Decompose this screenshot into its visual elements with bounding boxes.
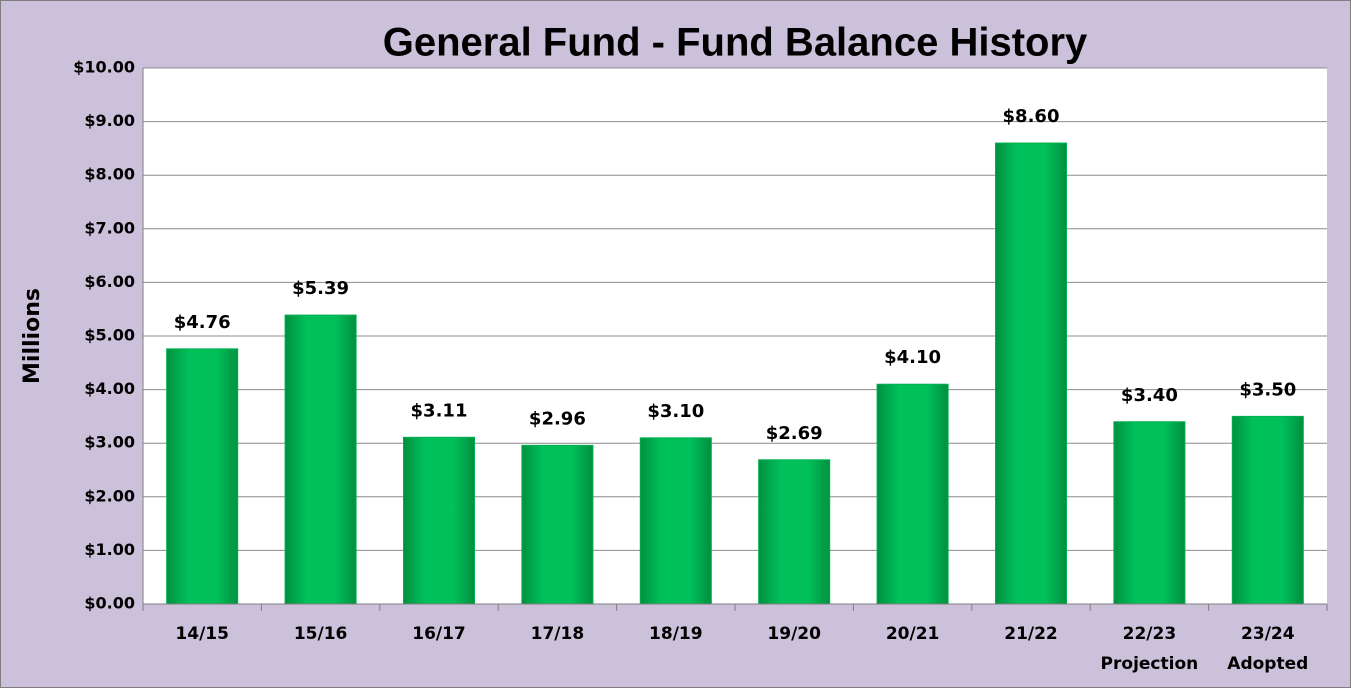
x-tick-label: 15/16 bbox=[294, 624, 348, 644]
bar bbox=[1231, 415, 1304, 605]
y-tick-label: $8.00 bbox=[84, 165, 135, 184]
data-label: $3.10 bbox=[647, 401, 704, 422]
y-tick-label: $10.00 bbox=[73, 58, 135, 77]
x-tick-label: 21/22 bbox=[1004, 624, 1058, 644]
y-tick-label: $2.00 bbox=[84, 486, 135, 505]
x-tick-label: 23/24 bbox=[1241, 624, 1295, 644]
x-tick-sublabel: Adopted bbox=[1227, 654, 1308, 674]
bar bbox=[521, 444, 594, 605]
bar bbox=[402, 436, 476, 605]
y-tick-label: $5.00 bbox=[84, 326, 135, 345]
data-label: $4.10 bbox=[884, 347, 941, 368]
data-label: $2.69 bbox=[766, 423, 823, 444]
y-tick-label: $9.00 bbox=[84, 111, 135, 130]
y-tick-label: $3.00 bbox=[84, 433, 135, 452]
data-label: $4.76 bbox=[174, 312, 231, 333]
data-label: $2.96 bbox=[529, 408, 586, 429]
y-tick-label: $4.00 bbox=[84, 379, 135, 398]
y-tick-label: $1.00 bbox=[84, 540, 135, 559]
x-tick-label: 18/19 bbox=[649, 624, 703, 644]
x-tick-label: 19/20 bbox=[767, 624, 821, 644]
x-tick-label: 22/23 bbox=[1123, 624, 1177, 644]
x-tick-label: 20/21 bbox=[886, 624, 940, 644]
data-label: $8.60 bbox=[1003, 106, 1060, 127]
x-tick-sublabel: Projection bbox=[1101, 654, 1199, 674]
y-axis-label: Millions bbox=[20, 288, 45, 384]
bar bbox=[639, 437, 712, 605]
y-tick-label: $6.00 bbox=[84, 272, 135, 291]
x-tick-label: 16/17 bbox=[412, 624, 466, 644]
bar bbox=[284, 314, 357, 605]
data-label: $3.50 bbox=[1239, 379, 1296, 400]
data-label: $3.11 bbox=[411, 400, 468, 421]
bar bbox=[758, 459, 831, 605]
data-label: $5.39 bbox=[292, 278, 349, 299]
bar bbox=[876, 383, 949, 605]
chart-title: General Fund - Fund Balance History bbox=[383, 21, 1088, 65]
y-tick-label: $0.00 bbox=[84, 594, 135, 613]
bar bbox=[994, 142, 1068, 605]
x-tick-label: 14/15 bbox=[175, 624, 229, 644]
bar bbox=[166, 348, 239, 605]
x-tick-label: 17/18 bbox=[531, 624, 585, 644]
data-label: $3.40 bbox=[1121, 385, 1178, 406]
bar bbox=[1113, 421, 1186, 605]
y-tick-label: $7.00 bbox=[84, 218, 135, 237]
